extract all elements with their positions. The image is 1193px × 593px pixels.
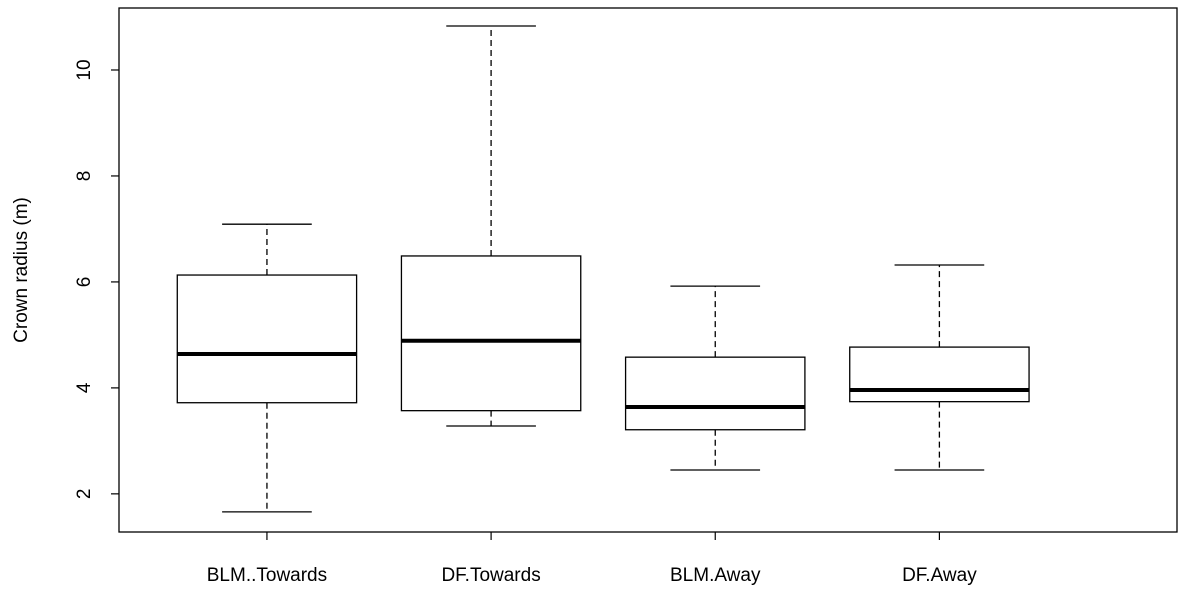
y-tick-label: 6 xyxy=(74,277,95,288)
box xyxy=(176,274,358,404)
x-tick-label: BLM.Away xyxy=(670,565,761,586)
box xyxy=(400,255,582,412)
box xyxy=(624,356,806,431)
plot-frame xyxy=(118,7,1178,533)
x-tick-label: DF.Towards xyxy=(441,565,540,586)
y-axis-label: Crown radius (m) xyxy=(11,197,32,343)
box xyxy=(849,346,1030,403)
y-tick-label: 10 xyxy=(74,59,95,80)
y-tick-label: 2 xyxy=(74,489,95,500)
y-tick-label: 4 xyxy=(74,382,95,393)
y-tick-label: 8 xyxy=(74,171,95,182)
x-tick-label: DF.Away xyxy=(902,565,977,586)
x-tick-label: BLM..Towards xyxy=(207,565,327,586)
